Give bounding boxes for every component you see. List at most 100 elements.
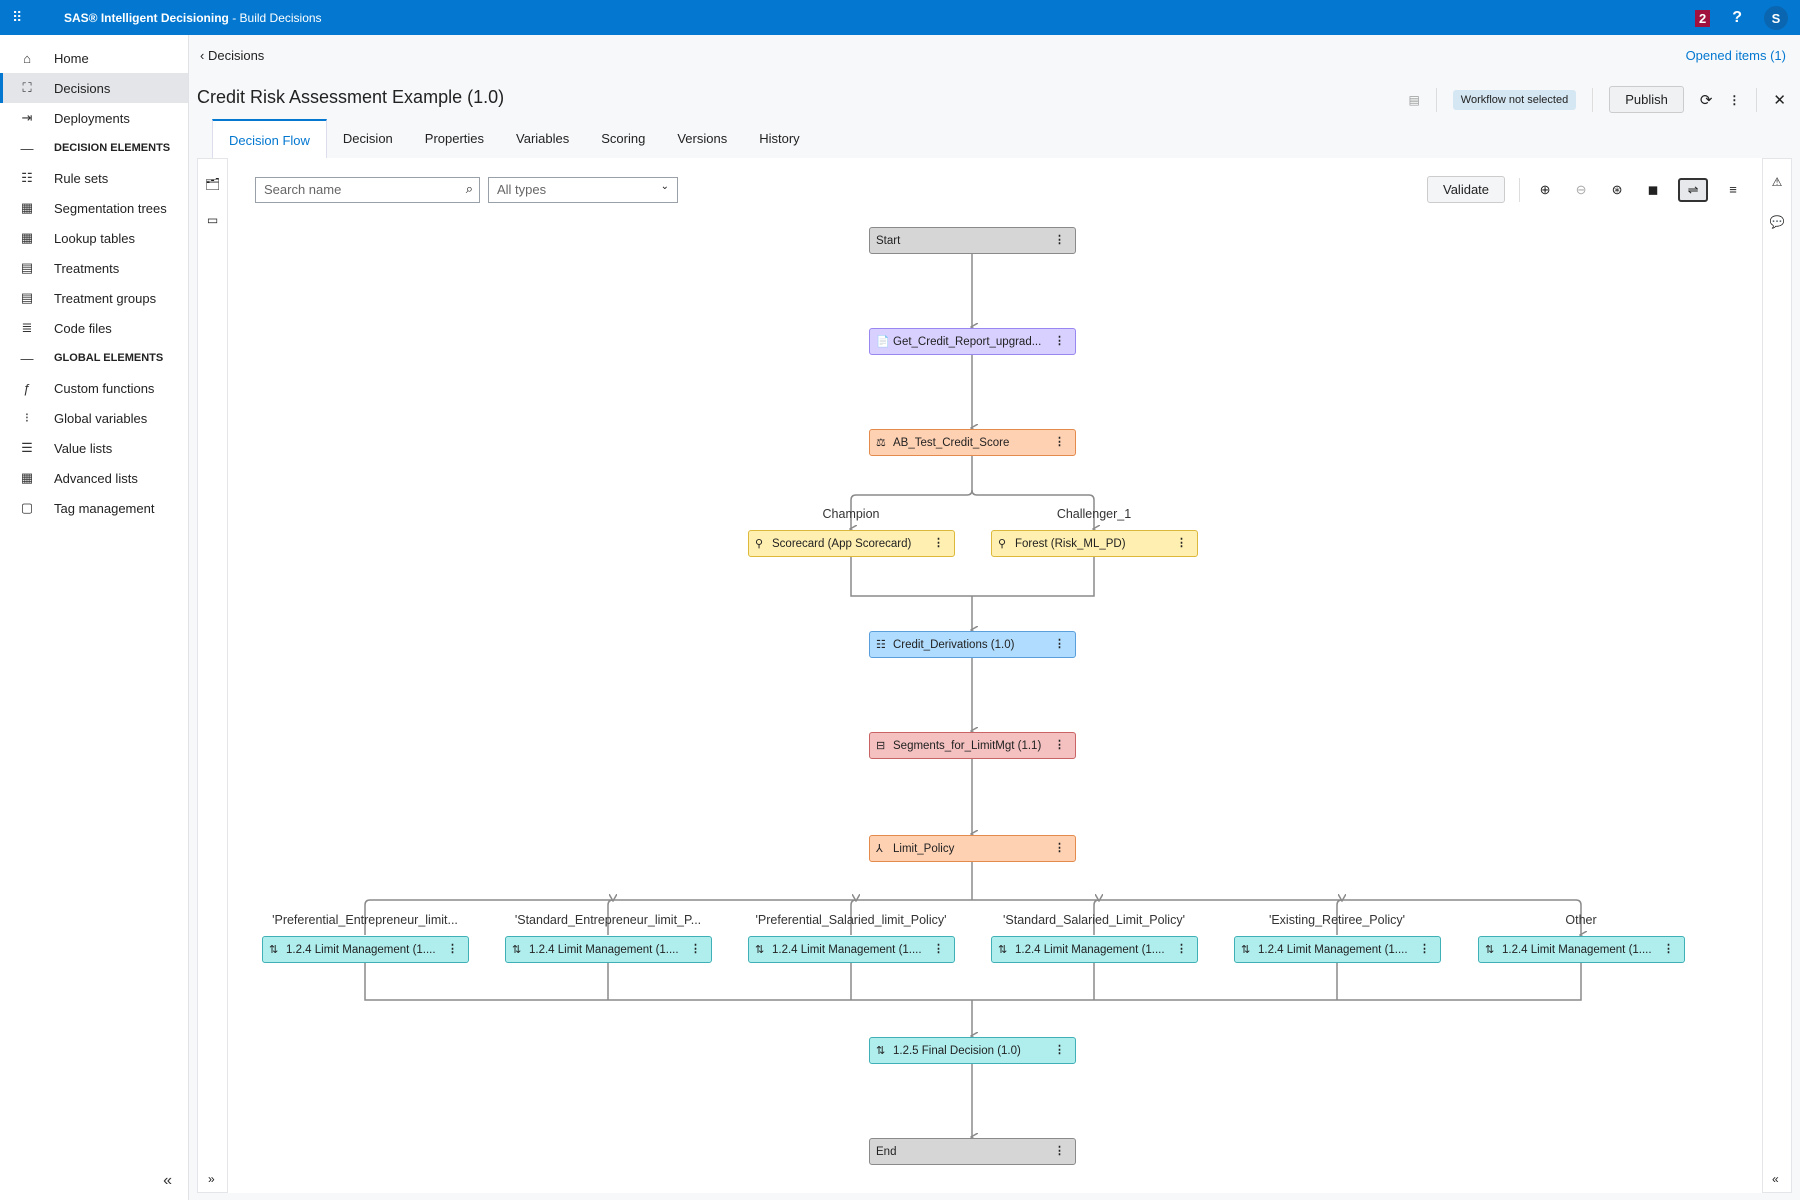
node-menu-icon[interactable]: ⋮ bbox=[1054, 842, 1065, 854]
breadcrumb[interactable]: ‹ Decisions bbox=[200, 48, 265, 63]
node-menu-icon[interactable]: ⋮ bbox=[1054, 1044, 1065, 1056]
sidebar-item-code-files[interactable]: ≣ Code files bbox=[0, 313, 188, 343]
search-placeholder: Search name bbox=[264, 182, 342, 197]
sidebar-item-label: DECISION ELEMENTS bbox=[54, 142, 171, 154]
collapse-right-panel-button[interactable]: « bbox=[1772, 1172, 1779, 1186]
node-menu-icon[interactable]: ⋮ bbox=[1419, 943, 1430, 955]
publish-button[interactable]: Publish bbox=[1609, 86, 1684, 113]
node-menu-icon[interactable]: ⋮ bbox=[933, 943, 944, 955]
limit-management-node[interactable]: ⇅ 1.2.4 Limit Management (1.... ⋮ bbox=[1478, 936, 1685, 963]
node-menu-icon[interactable]: ⋮ bbox=[690, 943, 701, 955]
type-filter-select[interactable]: All types ⌄ bbox=[488, 177, 678, 203]
node-menu-icon[interactable]: ⋮ bbox=[1054, 739, 1065, 751]
node-menu-icon[interactable]: ⋮ bbox=[933, 537, 944, 549]
opened-items-link[interactable]: Opened items (1) bbox=[1685, 48, 1786, 63]
limit-management-node[interactable]: ⇅ 1.2.4 Limit Management (1.... ⋮ bbox=[262, 936, 469, 963]
segmentation-tree-node[interactable]: ⊟ Segments_for_LimitMgt (1.1) ⋮ bbox=[869, 732, 1076, 759]
decisions-icon: ⛶ bbox=[22, 80, 32, 95]
search-icon[interactable]: ⌕ bbox=[465, 181, 473, 196]
app-menu-icon[interactable]: ⠿ bbox=[12, 9, 22, 25]
overview-panel-icon[interactable]: ▭ bbox=[206, 213, 219, 227]
tab-decision[interactable]: Decision bbox=[342, 131, 393, 146]
left-panel-strip: 🗂 ▭ » bbox=[197, 158, 228, 1193]
sidebar-item-deployments[interactable]: ⇥ Deployments bbox=[0, 103, 188, 133]
decision-node[interactable]: ⇅ 1.2.5 Final Decision (1.0) ⋮ bbox=[869, 1037, 1076, 1064]
limit-management-node[interactable]: ⇅ 1.2.4 Limit Management (1.... ⋮ bbox=[505, 936, 712, 963]
node-menu-icon[interactable]: ⋮ bbox=[447, 943, 458, 955]
sidebar-item-segmentation-trees[interactable]: ▦ Segmentation trees bbox=[0, 193, 188, 223]
treatments-icon: ▤ bbox=[20, 260, 34, 275]
limit-management-node[interactable]: ⇅ 1.2.4 Limit Management (1.... ⋮ bbox=[748, 936, 955, 963]
sidebar-item-rule-sets[interactable]: ☷ Rule sets bbox=[0, 163, 188, 193]
sidebar-item-tag-management[interactable]: ▢ Tag management bbox=[0, 493, 188, 523]
search-input[interactable]: Search name ⌕ bbox=[255, 177, 480, 203]
model-icon: ⚲ bbox=[755, 538, 764, 550]
chevron-down-icon: ⌄ bbox=[660, 181, 669, 192]
wrap-icon[interactable]: ≡ bbox=[1729, 182, 1737, 197]
sidebar-item-custom-functions[interactable]: ƒ Custom functions bbox=[0, 373, 188, 403]
end-node[interactable]: End ⋮ bbox=[869, 1138, 1076, 1165]
node-menu-icon[interactable]: ⋮ bbox=[1054, 335, 1065, 347]
node-menu-icon[interactable]: ⋮ bbox=[1054, 436, 1065, 448]
sidebar-item-label: Value lists bbox=[54, 440, 113, 456]
rule-set-node[interactable]: ☷ Credit_Derivations (1.0) ⋮ bbox=[869, 631, 1076, 658]
branch-label: 'Preferential_Entrepreneur_limit... bbox=[272, 913, 458, 927]
tab-variables[interactable]: Variables bbox=[516, 131, 570, 146]
node-menu-icon[interactable]: ⋮ bbox=[1054, 638, 1065, 650]
tab-history[interactable]: History bbox=[759, 131, 800, 146]
custom-functions-icon: ƒ bbox=[23, 380, 31, 396]
node-menu-icon[interactable]: ⋮ bbox=[1663, 943, 1674, 955]
more-options-icon[interactable]: ⋮ bbox=[1728, 92, 1741, 107]
objects-panel-icon[interactable]: 🗂 bbox=[204, 177, 221, 191]
tab-decision-flow[interactable]: Decision Flow bbox=[212, 119, 327, 158]
branch-node[interactable]: ⅄ Limit_Policy ⋮ bbox=[869, 835, 1076, 862]
zoom-in-icon[interactable]: ⊕ bbox=[1539, 181, 1551, 197]
start-node[interactable]: Start ⋮ bbox=[869, 227, 1076, 254]
sidebar-item-decisions[interactable]: ⛶ Decisions bbox=[0, 73, 188, 103]
node-label: 1.2.4 Limit Management (1.... bbox=[772, 943, 922, 956]
tab-scoring[interactable]: Scoring bbox=[601, 131, 646, 146]
flow-layout-icon[interactable]: ⇌ bbox=[1678, 177, 1709, 202]
sidebar-item-advanced-lists[interactable]: ▦ Advanced lists bbox=[0, 463, 188, 493]
sidebar-item-label: Home bbox=[54, 50, 89, 66]
notifications-badge[interactable]: 2 bbox=[1694, 9, 1711, 27]
node-menu-icon[interactable]: ⋮ bbox=[1176, 537, 1187, 549]
lookup-tables-icon: ▦ bbox=[20, 230, 34, 245]
refresh-icon[interactable]: ⟳ bbox=[1699, 91, 1713, 109]
node-label: 1.2.4 Limit Management (1.... bbox=[529, 943, 679, 956]
sidebar-item-global-variables[interactable]: ⁝ Global variables bbox=[0, 403, 188, 433]
sidebar: ⌂ Home ⛶ Decisions ⇥ Deployments — DECISION ELE… bbox=[0, 35, 189, 1200]
node-label: Limit_Policy bbox=[893, 842, 955, 855]
scorecard-model-node[interactable]: ⚲ Scorecard (App Scorecard) ⋮ bbox=[748, 530, 955, 557]
zoom-fit-icon[interactable]: ⊛ bbox=[1611, 181, 1623, 197]
avatar[interactable]: S bbox=[1764, 6, 1788, 30]
breadcrumb-decisions[interactable]: Decisions bbox=[207, 48, 265, 63]
limit-management-node[interactable]: ⇅ 1.2.4 Limit Management (1.... ⋮ bbox=[1234, 936, 1441, 963]
ab-test-node[interactable]: ⚖ AB_Test_Credit_Score ⋮ bbox=[869, 429, 1076, 456]
node-label: AB_Test_Credit_Score bbox=[893, 436, 1010, 449]
comments-panel-icon[interactable]: 💬 bbox=[1769, 215, 1785, 229]
tab-versions[interactable]: Versions bbox=[677, 131, 728, 146]
expand-panel-button[interactable]: » bbox=[208, 1172, 215, 1186]
sidebar-item-home[interactable]: ⌂ Home bbox=[0, 43, 188, 73]
sidebar-item-treatments[interactable]: ▤ Treatments bbox=[0, 253, 188, 283]
node-menu-icon[interactable]: ⋮ bbox=[1054, 1145, 1065, 1157]
validate-button[interactable]: Validate bbox=[1427, 176, 1506, 203]
tab-properties[interactable]: Properties bbox=[424, 131, 485, 146]
collapse-sidebar-button[interactable]: « bbox=[163, 1172, 172, 1189]
forest-model-node[interactable]: ⚲ Forest (Risk_ML_PD) ⋮ bbox=[991, 530, 1198, 557]
help-icon[interactable]: ? bbox=[1732, 9, 1742, 26]
sidebar-item-label: Rule sets bbox=[54, 170, 109, 186]
zoom-out-icon[interactable]: ⊖ bbox=[1575, 181, 1587, 197]
fit-to-screen-icon[interactable]: ◼ bbox=[1647, 181, 1659, 197]
node-menu-icon[interactable]: ⋮ bbox=[1054, 234, 1065, 246]
close-icon[interactable]: ✕ bbox=[1773, 91, 1786, 109]
code-file-node[interactable]: 📄 Get_Credit_Report_upgrad... ⋮ bbox=[869, 328, 1076, 355]
sidebar-item-lookup-tables[interactable]: ▦ Lookup tables bbox=[0, 223, 188, 253]
limit-management-node[interactable]: ⇅ 1.2.4 Limit Management (1.... ⋮ bbox=[991, 936, 1198, 963]
sidebar-item-treatment-groups[interactable]: ▤ Treatment groups bbox=[0, 283, 188, 313]
sidebar-item-value-lists[interactable]: ☰ Value lists bbox=[0, 433, 188, 463]
validation-panel-icon[interactable]: ⚠ bbox=[1771, 175, 1783, 189]
save-icon[interactable]: ▤ bbox=[1408, 92, 1420, 107]
node-menu-icon[interactable]: ⋮ bbox=[1176, 943, 1187, 955]
